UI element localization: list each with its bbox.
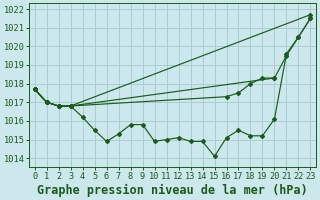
X-axis label: Graphe pression niveau de la mer (hPa): Graphe pression niveau de la mer (hPa) (37, 183, 308, 197)
